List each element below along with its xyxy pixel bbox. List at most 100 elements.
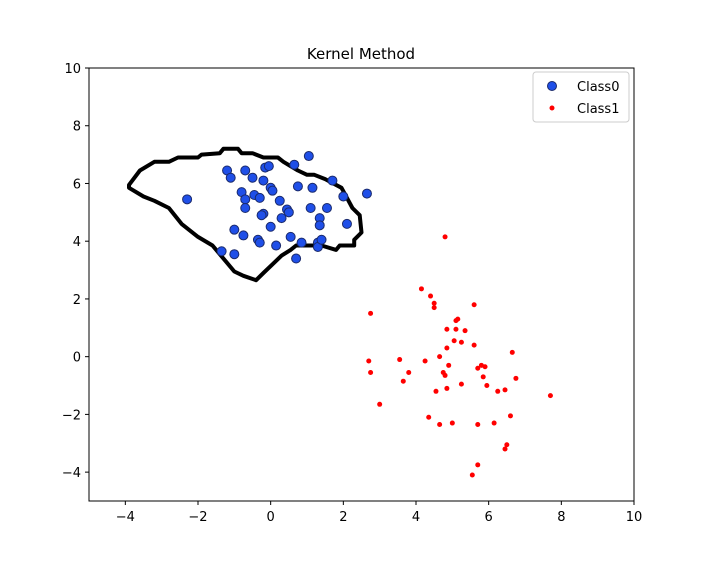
x-tick-label: −4 [116, 510, 135, 525]
x-tick-label: 8 [557, 510, 565, 525]
class0-point [256, 210, 267, 221]
class0-point [316, 234, 327, 245]
class0-point [361, 188, 372, 199]
x-tick-label: 6 [485, 510, 493, 525]
class0-point [258, 175, 269, 186]
class1-point [446, 362, 452, 368]
class0-point [240, 203, 251, 214]
legend-marker-class1 [549, 105, 555, 111]
class1-point [444, 385, 450, 391]
class1-point [453, 318, 459, 324]
class1-point [469, 472, 475, 478]
class1-point [504, 442, 510, 448]
class0-point [182, 194, 193, 205]
axes-frame [88, 67, 635, 502]
class1-point [453, 326, 459, 332]
x-tick-label: 2 [339, 510, 347, 525]
class1-point [509, 349, 515, 355]
legend-label-class0: Class0 [577, 80, 619, 95]
class1-point [475, 422, 481, 428]
class0-point [321, 203, 332, 214]
class1-point [480, 374, 486, 380]
class1-point [502, 446, 508, 452]
class1-point [428, 293, 434, 299]
class0-point [238, 230, 249, 241]
legend-label-class1: Class1 [577, 102, 619, 117]
class0-point [225, 172, 236, 183]
class1-point [437, 354, 443, 360]
class0-point [338, 191, 349, 202]
x-tick-label: 0 [267, 510, 275, 525]
class1-point [418, 286, 424, 292]
class1-point [449, 420, 455, 426]
class1-point [444, 345, 450, 351]
class1-point [400, 378, 406, 384]
y-tick-label: 2 [73, 293, 81, 308]
class1-point [462, 328, 468, 334]
plot-background [89, 68, 634, 501]
y-tick-label: 0 [73, 351, 81, 366]
class0-point [307, 182, 318, 193]
class0-point [229, 249, 240, 260]
class0-point [314, 220, 325, 231]
class1-point [547, 393, 553, 399]
class1-point [437, 422, 443, 428]
class1-point [366, 358, 372, 364]
y-tick-label: −4 [62, 466, 81, 481]
class1-point [422, 358, 428, 364]
legend-frame [532, 71, 630, 123]
y-tick-label: 8 [73, 120, 81, 135]
plot-area [89, 68, 634, 501]
class0-point [240, 194, 251, 205]
class0-point [285, 231, 296, 242]
class1-point [451, 338, 457, 344]
class1-point [431, 300, 437, 306]
class1-point [471, 342, 477, 348]
class1-point [471, 302, 477, 308]
class0-point [327, 175, 338, 186]
y-tick-label: 6 [73, 177, 81, 192]
class1-point [491, 420, 497, 426]
class1-point [495, 388, 501, 394]
class0-point [274, 195, 285, 206]
class1-point [475, 462, 481, 468]
class1-point [484, 383, 490, 389]
x-tick-label: 10 [626, 510, 643, 525]
class0-point [276, 213, 287, 224]
x-tick-label: −2 [188, 510, 207, 525]
class1-point [513, 375, 519, 381]
class0-point [229, 224, 240, 235]
class0-point [271, 240, 282, 251]
class0-point [216, 246, 227, 257]
class1-point [426, 414, 432, 420]
class0-point [267, 185, 278, 196]
class0-point [296, 237, 307, 248]
x-tick-label: 4 [412, 510, 420, 525]
class1-point [397, 357, 403, 363]
class0-point [240, 165, 251, 176]
class1-point [507, 413, 513, 419]
chart-title: Kernel Method [307, 45, 415, 63]
class0-point [289, 159, 300, 170]
legend-marker-class0 [547, 81, 557, 91]
class0-points [182, 151, 372, 264]
class1-point [502, 387, 508, 393]
class1-point [368, 370, 374, 376]
class0-point [263, 161, 274, 172]
class1-point [406, 370, 412, 376]
y-tick-label: 10 [64, 62, 81, 77]
class1-point [444, 326, 450, 332]
class1-point [433, 388, 439, 394]
class0-point [292, 181, 303, 192]
class0-point [341, 218, 352, 229]
axes: −4 −2 0 2 4 6 8 10 −4 −2 0 2 4 6 8 10 [62, 62, 642, 525]
class1-point [431, 305, 437, 311]
class0-point [254, 237, 265, 248]
class0-point [291, 253, 302, 264]
y-tick-label: −2 [62, 408, 81, 423]
class1-point [458, 381, 464, 387]
class0-point [303, 151, 314, 162]
class0-point [254, 192, 265, 203]
class0-point [305, 203, 316, 214]
